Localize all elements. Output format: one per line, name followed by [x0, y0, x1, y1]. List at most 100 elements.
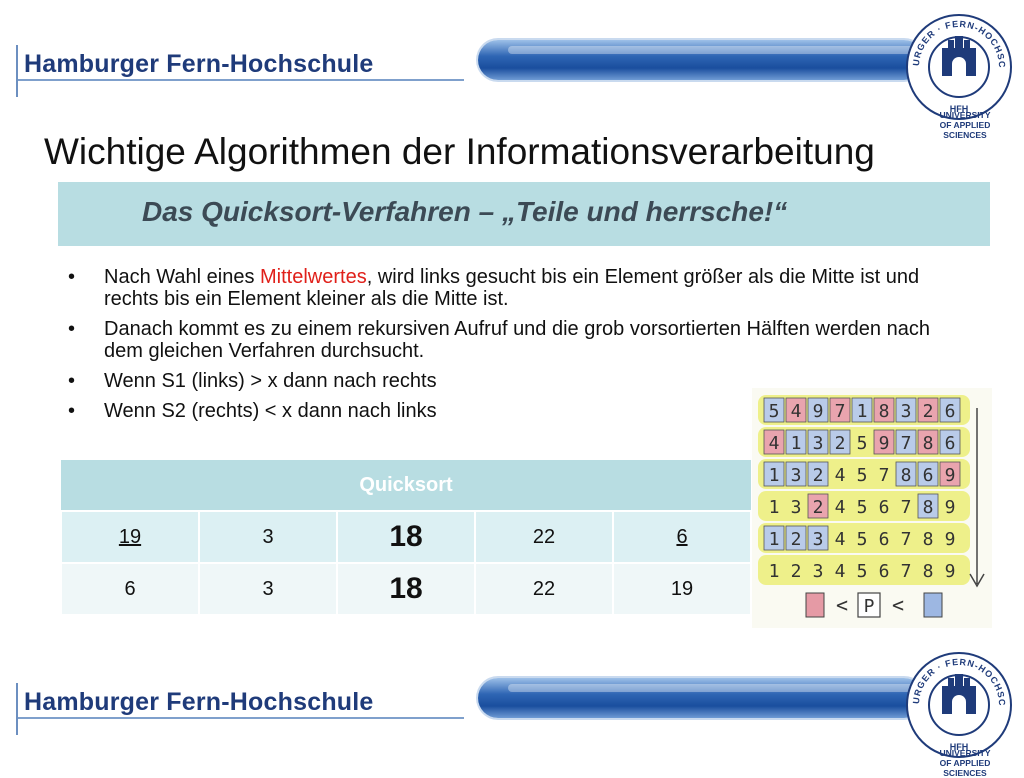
sketch-cell	[763, 461, 785, 487]
sketch-digit: 8	[923, 433, 934, 454]
bullet-item: Nach Wahl eines Mittelwertes, wird links…	[64, 266, 944, 310]
compare-symbol: <	[836, 593, 848, 617]
subtitle-banner: Das Quicksort-Verfahren – „Teile und her…	[58, 182, 990, 246]
compare-symbol: <	[892, 593, 904, 617]
university-label: UNIVERSITY OF APPLIED SCIENCES	[939, 110, 991, 140]
sketch-digit: 3	[813, 529, 824, 550]
sketch-digit: 9	[879, 433, 890, 454]
header-divider-horizontal	[18, 79, 464, 81]
sketch-digit: 9	[945, 497, 956, 518]
sketch-highlight-band	[758, 555, 970, 585]
table-cell: 19	[60, 510, 200, 564]
sketch-digit: 1	[769, 529, 780, 550]
org-name: Hamburger Fern-Hochschule	[24, 688, 374, 716]
hfh-seal-logo: HAMBURGER · FERN-HOCHSCHULE HFH	[904, 650, 1012, 758]
sketch-digit: 7	[901, 497, 912, 518]
table-row: 6 3 18 22 19	[60, 562, 752, 616]
sketch-cell	[785, 525, 807, 551]
sketch-cell	[939, 429, 961, 455]
sketch-cell	[763, 429, 785, 455]
sketch-digit: 5	[857, 561, 868, 582]
org-name: Hamburger Fern-Hochschule	[24, 50, 374, 78]
sketch-cell	[763, 397, 785, 423]
sketch-digit: 8	[879, 401, 890, 422]
sketch-digit: 8	[923, 561, 934, 582]
sketch-digit: 4	[835, 529, 846, 550]
table-cell: 3	[198, 510, 338, 564]
sketch-digit: 1	[769, 561, 780, 582]
sketch-digit: 8	[923, 497, 934, 518]
table-cell: 22	[474, 510, 614, 564]
sketch-cell	[807, 493, 829, 519]
sketch-cell	[829, 397, 851, 423]
pivot-label: P	[864, 596, 875, 617]
bullet-item: Danach kommt es zu einem rekursiven Aufr…	[64, 318, 944, 362]
sketch-digit: 9	[945, 561, 956, 582]
sketch-digit: 5	[857, 529, 868, 550]
highlight-term: Mittelwertes	[260, 266, 367, 288]
sketch-digit: 1	[769, 465, 780, 486]
table-cell: 22	[474, 562, 614, 616]
sketch-digit: 7	[879, 465, 890, 486]
sketch-cell	[895, 461, 917, 487]
header-divider-vertical	[16, 45, 18, 97]
sketch-digit: 2	[813, 497, 824, 518]
sketch-cell	[807, 525, 829, 551]
university-label: UNIVERSITY OF APPLIED SCIENCES	[939, 748, 991, 778]
table-cell-pivot: 18	[336, 510, 476, 564]
sketch-digit: 2	[813, 465, 824, 486]
sketch-cell	[807, 461, 829, 487]
sketch-digit: 1	[791, 433, 802, 454]
sketch-digit: 4	[835, 497, 846, 518]
sketch-digit: 3	[901, 401, 912, 422]
sketch-digit: 7	[901, 433, 912, 454]
sketch-cell	[917, 429, 939, 455]
subtitle: Das Quicksort-Verfahren – „Teile und her…	[142, 196, 788, 227]
sketch-digit: 8	[901, 465, 912, 486]
sketch-digit: 2	[835, 433, 846, 454]
sketch-digit: 9	[813, 401, 824, 422]
sketch-digit: 1	[857, 401, 868, 422]
sketch-digit: 7	[835, 401, 846, 422]
bullet-list: Nach Wahl eines Mittelwertes, wird links…	[64, 266, 944, 430]
page-title: Wichtige Algorithmen der Informationsver…	[44, 131, 875, 172]
sketch-digit: 3	[791, 497, 802, 518]
sketch-digit: 9	[945, 529, 956, 550]
sketch-cell	[895, 397, 917, 423]
sketch-digit: 2	[923, 401, 934, 422]
svg-text:HFH: HFH	[950, 742, 969, 752]
quicksort-table: Quicksort 19 3 18 22 6 6 3 18 22 19	[60, 460, 752, 616]
sketch-cell	[807, 429, 829, 455]
sketch-cell	[939, 397, 961, 423]
sketch-cell	[939, 461, 961, 487]
header-decor-bar	[478, 678, 924, 718]
header-divider-horizontal	[18, 717, 464, 719]
sketch-digit: 4	[791, 401, 802, 422]
sketch-digit: 6	[923, 465, 934, 486]
sketch-digit: 5	[857, 465, 868, 486]
table-cell-pivot: 18	[336, 562, 476, 616]
sketch-cell	[917, 397, 939, 423]
sketch-digit: 7	[901, 529, 912, 550]
sketch-digit: 6	[945, 433, 956, 454]
sketch-digit: 9	[945, 465, 956, 486]
sketch-digit: 4	[769, 433, 780, 454]
table-row: 19 3 18 22 6	[60, 510, 752, 564]
sketch-cell	[873, 429, 895, 455]
sketch-cell	[785, 429, 807, 455]
sketch-digit: 8	[923, 529, 934, 550]
svg-text:HFH: HFH	[950, 104, 969, 114]
header-band: Hamburger Fern-Hochschule HAMBURGER · FE…	[0, 0, 1024, 140]
sketch-cell	[829, 429, 851, 455]
sketch-digit: 2	[791, 529, 802, 550]
sketch-digit: 6	[879, 529, 890, 550]
table-cell: 19	[612, 562, 752, 616]
sketch-cell	[917, 461, 939, 487]
table-cell: 3	[198, 562, 338, 616]
sketch-digit: 6	[945, 401, 956, 422]
sketch-digit: 7	[901, 561, 912, 582]
sketch-digit: 2	[791, 561, 802, 582]
bullet-item: Wenn S1 (links) > x dann nach rechts	[64, 370, 944, 392]
sketch-cell	[851, 397, 873, 423]
sketch-digit: 6	[879, 497, 890, 518]
